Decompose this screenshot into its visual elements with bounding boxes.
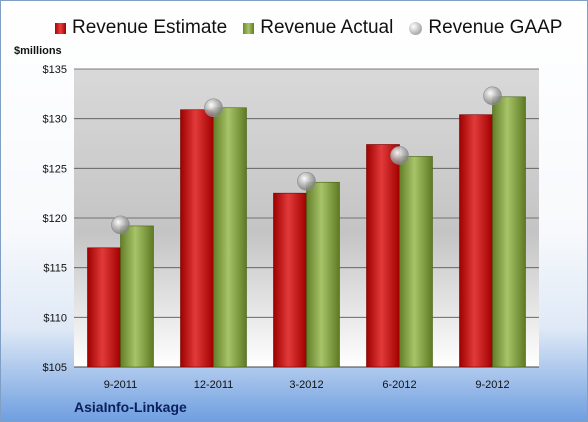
bar-actual — [120, 225, 154, 368]
x-tick-label: 9-2012 — [475, 379, 509, 391]
bars-group — [87, 96, 526, 368]
bar-estimate — [273, 192, 307, 368]
legend-swatch-estimate — [55, 22, 66, 34]
x-tick-label: 12-2011 — [194, 379, 234, 391]
y-tick-label: $110 — [43, 312, 67, 324]
marker-gaap — [390, 146, 409, 165]
bar-estimate — [459, 114, 493, 368]
y-tick-label: $135 — [43, 64, 67, 76]
marker-gaap — [204, 98, 223, 118]
chart-legend: Revenue Estimate Revenue Actual Revenue … — [55, 17, 578, 39]
legend-label-gaap: Revenue GAAP — [428, 17, 563, 38]
y-axis-units-label: $millions — [14, 45, 62, 57]
y-tick-label: $115 — [43, 263, 67, 275]
bar-actual — [492, 96, 526, 368]
marker-gaap — [297, 171, 316, 191]
y-axis-ticks: $105 $110 $115 $120 $125 $130 $135 — [43, 64, 67, 374]
marker-gaap — [111, 215, 130, 235]
legend-item-estimate: Revenue Estimate — [55, 17, 227, 39]
y-tick-label: $130 — [43, 114, 67, 126]
y-tick-label: $120 — [43, 213, 67, 225]
legend-item-actual: Revenue Actual — [243, 17, 393, 39]
y-tick-label: $125 — [43, 163, 67, 175]
legend-label-actual: Revenue Actual — [260, 17, 394, 38]
y-tick-label: $105 — [43, 362, 67, 374]
bar-actual — [399, 156, 433, 368]
legend-label-estimate: Revenue Estimate — [72, 17, 228, 38]
bar-estimate — [180, 109, 214, 368]
bar-estimate — [366, 144, 400, 368]
legend-swatch-actual — [243, 22, 255, 34]
x-tick-label: 9-2011 — [104, 379, 137, 391]
x-tick-label: 6-2012 — [382, 379, 416, 391]
gaap-markers — [111, 86, 502, 235]
x-axis-ticks: 9-2011 12-2011 3-2012 6-2012 9-2012 — [104, 379, 510, 391]
marker-gaap — [483, 86, 502, 106]
legend-swatch-gaap — [409, 21, 423, 35]
x-tick-label: 3-2012 — [289, 379, 323, 391]
bar-estimate — [87, 247, 121, 368]
company-name: AsiaInfo-Linkage — [74, 399, 187, 415]
legend-item-gaap: Revenue GAAP — [409, 17, 562, 39]
bar-actual — [213, 107, 247, 368]
bar-actual — [306, 181, 340, 368]
